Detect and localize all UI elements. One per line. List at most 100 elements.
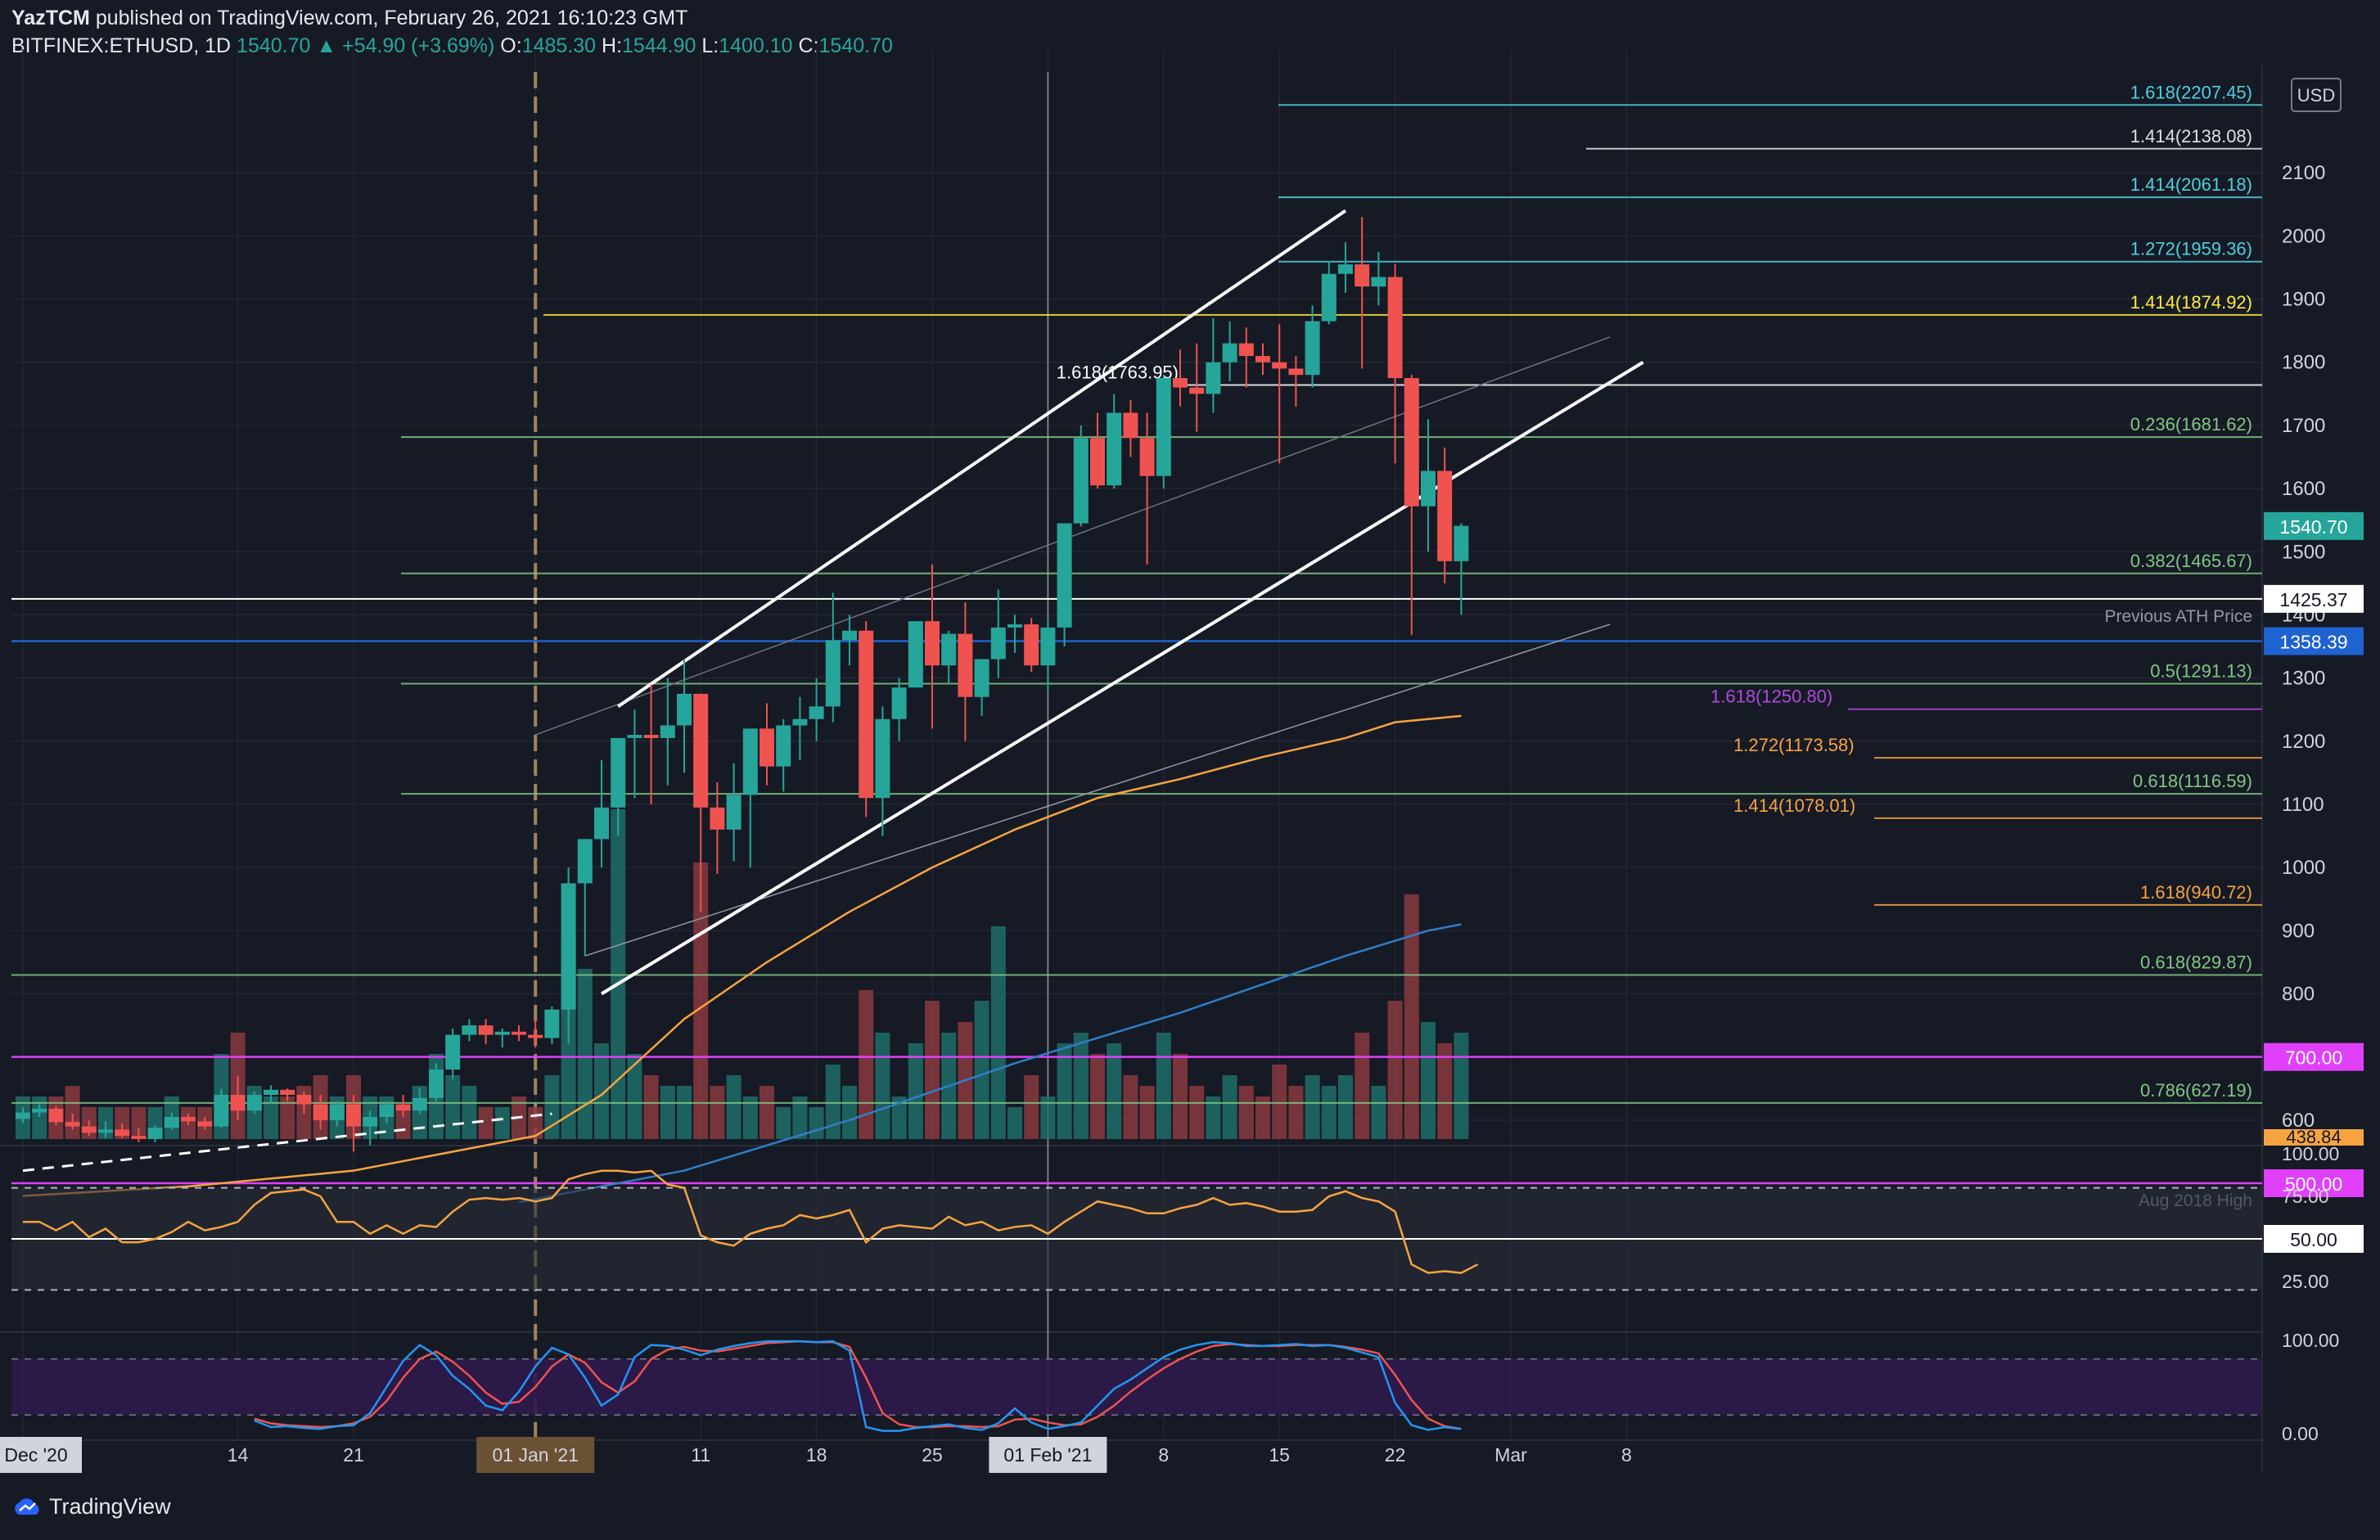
volume-bar [643, 1075, 659, 1139]
price-tick: 1900 [2282, 289, 2325, 311]
volume-bar [1321, 1086, 1336, 1139]
volume-bar [792, 1096, 808, 1139]
volume-bar [65, 1086, 80, 1139]
price-tick: 1500 [2282, 541, 2325, 563]
candle-body [412, 1097, 427, 1111]
candle-body [1024, 624, 1039, 666]
volume-bar [1107, 1043, 1122, 1139]
candle-body [1156, 378, 1171, 476]
candle-body [742, 728, 758, 795]
volume-bar [445, 1075, 461, 1139]
volume-bar [990, 926, 1006, 1139]
candle-body [329, 1104, 345, 1120]
volume-bar [776, 1107, 791, 1139]
candle-body [660, 725, 675, 738]
candle-body [859, 630, 874, 799]
volume-bar [1272, 1065, 1287, 1139]
last-price: 1540.70 [237, 34, 311, 57]
volume-bar [1173, 1054, 1188, 1139]
candle-body [1238, 343, 1254, 357]
candle-body [1404, 378, 1419, 507]
volume-bar [1139, 1086, 1155, 1139]
candle-body [1421, 471, 1436, 507]
fib-level-label: 1.618(2207.45) [2130, 82, 2252, 102]
currency-label: USD [2297, 85, 2335, 106]
fib-level-label: 0.786(627.19) [2140, 1080, 2252, 1101]
time-tick: 22 [1385, 1444, 1406, 1466]
volume-bar [742, 1096, 758, 1139]
channel-line [600, 361, 1644, 996]
price-marker [2264, 627, 2364, 655]
price-marker-label: 500.00 [2285, 1173, 2342, 1195]
time-axis[interactable]: 01 Dec '20 14 21 01 Jan '21 11 18 25 01 Feb '21… [0, 1437, 1632, 1473]
level-note: Previous ATH Price [2105, 607, 2253, 626]
candle-body [48, 1108, 64, 1123]
price-tick: 800 [2282, 983, 2315, 1005]
price-marker [2264, 1042, 2364, 1071]
price-marker-label: 1425.37 [2279, 589, 2347, 610]
rsi-tick: 100.00 [2282, 1143, 2339, 1164]
fib-level-label: 0.236(1681.62) [2130, 414, 2252, 435]
tradingview-cloud-icon [15, 1497, 39, 1515]
volume-bar [280, 1096, 295, 1139]
candle-body [561, 883, 576, 1010]
candle-body [958, 633, 973, 697]
candle-body [494, 1031, 510, 1035]
volume-bar [494, 1107, 510, 1139]
ma-blue-line [518, 923, 1462, 1204]
symbol-label[interactable]: BITFINEX:ETHUSD, 1D [11, 34, 232, 57]
candle-body [1206, 362, 1221, 394]
dashed-trendline [22, 1112, 552, 1173]
price-marker [2264, 584, 2364, 613]
time-tick: 18 [806, 1444, 827, 1466]
candle-body [445, 1034, 461, 1070]
volume-bar [1404, 894, 1419, 1139]
candle-body [875, 718, 890, 799]
trend-overlays [22, 209, 1644, 1204]
volume-bar [825, 1065, 841, 1139]
candle-body [1255, 356, 1270, 362]
candle-body [429, 1069, 444, 1098]
candle-body [462, 1025, 477, 1035]
volume-bar [1007, 1107, 1022, 1139]
price-tick: 2100 [2282, 162, 2325, 184]
volume-bar [1387, 1001, 1403, 1139]
volume-bar [726, 1075, 741, 1139]
fib-level-label: 0.618(829.87) [2140, 952, 2252, 972]
tradingview-logo[interactable]: TradingView [11, 1494, 171, 1520]
rsi-mid-marker [2264, 1225, 2364, 1253]
currency-box [2291, 78, 2342, 112]
candle-body [363, 1116, 378, 1127]
volume-bar [1156, 1033, 1171, 1139]
time-tick: Mar [1494, 1444, 1527, 1466]
price-axis[interactable]: USD6007008009001000110012001300140015001… [2264, 0, 2380, 1540]
candle-body [1371, 277, 1386, 287]
candle-body [908, 621, 923, 688]
volume-bar [462, 1086, 477, 1139]
volume-bar [1123, 1075, 1138, 1139]
time-tick: 11 [691, 1444, 710, 1466]
high-label: H: [602, 34, 623, 57]
time-tick: 01 Feb '21 [1003, 1444, 1092, 1466]
candle-body [842, 630, 857, 641]
candle-body [147, 1128, 163, 1139]
candle-body [1272, 362, 1287, 369]
fib-level-label: 1.414(1874.92) [2130, 292, 2252, 313]
volume-bar [1255, 1096, 1270, 1139]
candle-body [1387, 277, 1403, 379]
volume-bar [528, 1107, 543, 1139]
author-name[interactable]: YazTCM [11, 7, 90, 29]
price-tick: 1300 [2282, 668, 2325, 690]
candle-body [131, 1136, 146, 1139]
price-tick: 1700 [2282, 415, 2325, 437]
volume-bar [1338, 1075, 1353, 1139]
close-value: 1540.70 [818, 34, 893, 57]
volume-bar [1238, 1086, 1254, 1139]
candle-body [214, 1094, 229, 1127]
fib-level-label: 0.382(1465.67) [2130, 551, 2252, 571]
candle-body [98, 1129, 113, 1133]
candle-body [346, 1104, 361, 1127]
candle-body [990, 627, 1006, 660]
candle-body [280, 1089, 295, 1095]
